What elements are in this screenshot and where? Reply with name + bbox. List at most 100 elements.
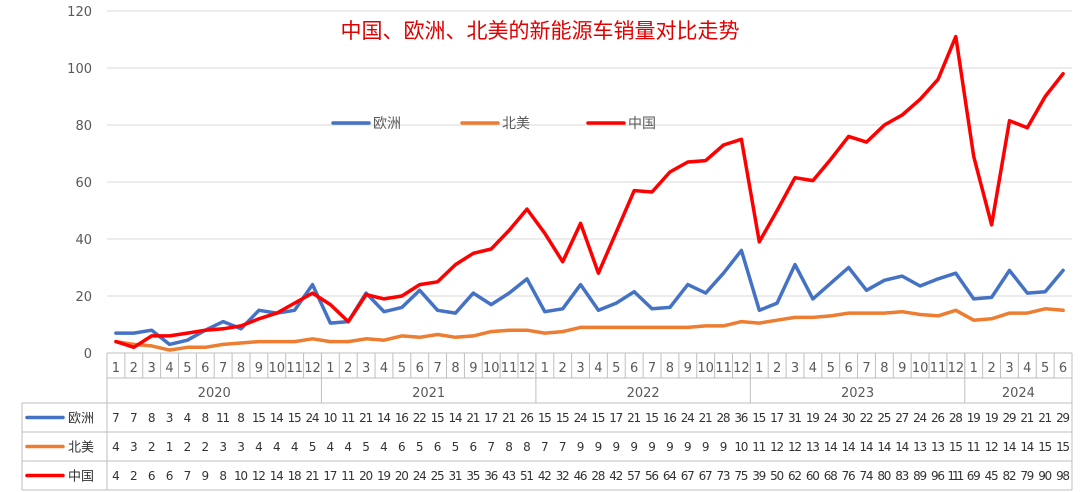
table-cell: 17 <box>323 469 337 483</box>
x-tick-label: 3 <box>148 361 156 376</box>
legend: 欧洲 北美 中国 <box>331 116 656 132</box>
table-cell: 15 <box>538 411 552 425</box>
table-cell: 29 <box>1056 411 1070 425</box>
x-tick-label: 9 <box>469 361 477 376</box>
table-cell: 14 <box>859 440 873 454</box>
table-cell: 21 <box>1020 411 1034 425</box>
x-tick-label: 3 <box>576 361 584 376</box>
table-cell: 32 <box>556 469 570 483</box>
table-cell: 9 <box>595 440 603 454</box>
table-cell: 98 <box>1056 469 1070 483</box>
x-tick-label: 2 <box>344 361 352 376</box>
x-tick-label: 6 <box>1059 361 1067 376</box>
y-axis: 0 20 40 60 80 100 120 <box>67 5 92 362</box>
x-tick-label: 3 <box>791 361 799 376</box>
table-cell: 83 <box>895 469 909 483</box>
table-cell: 13 <box>913 440 927 454</box>
table-cell: 11 <box>752 440 766 454</box>
table-cell: 22 <box>859 411 873 425</box>
table-cell: 9 <box>684 440 692 454</box>
table-cell: 2 <box>148 440 156 454</box>
table-cell: 21 <box>359 411 373 425</box>
table-cell: 26 <box>520 411 534 425</box>
x-tick-label: 6 <box>630 361 638 376</box>
table-cell: 15 <box>288 411 302 425</box>
table-cell: 73 <box>717 469 731 483</box>
table-cell: 67 <box>699 469 713 483</box>
x-tick-label: 4 <box>594 361 602 376</box>
table-cell: 43 <box>502 469 516 483</box>
table-cell: 14 <box>895 440 909 454</box>
table-cell: 4 <box>344 440 352 454</box>
table-cell: 28 <box>591 469 605 483</box>
table-cell: 13 <box>806 440 820 454</box>
table-cell: 4 <box>184 411 192 425</box>
table-cell: 64 <box>663 469 677 483</box>
table-cell: 3 <box>130 440 138 454</box>
table-cell: 26 <box>931 411 945 425</box>
x-tick-label: 6 <box>844 361 852 376</box>
table-cell: 28 <box>717 411 731 425</box>
table-cell: 69 <box>967 469 981 483</box>
table-cell: 9 <box>648 440 656 454</box>
table-cell: 10 <box>323 411 337 425</box>
table-cell: 79 <box>1020 469 1034 483</box>
table-series-name: 中国 <box>68 470 94 485</box>
x-tick-label: 7 <box>862 361 870 376</box>
table-cell: 20 <box>359 469 373 483</box>
table-cell: 13 <box>931 440 945 454</box>
table-cell: 21 <box>466 411 480 425</box>
x-tick-label: 7 <box>433 361 441 376</box>
table-cell: 2 <box>130 469 138 483</box>
table-cell: 6 <box>166 469 174 483</box>
x-tick-label: 7 <box>219 361 227 376</box>
series-line-北美 <box>114 307 1065 352</box>
table-cell: 25 <box>877 411 891 425</box>
table-cell: 14 <box>448 411 462 425</box>
table-cell: 16 <box>395 411 409 425</box>
table-cell: 14 <box>824 440 838 454</box>
x-tick-label: 2 <box>773 361 781 376</box>
x-tick-label: 2 <box>987 361 995 376</box>
x-tick-label: 8 <box>451 361 459 376</box>
table-cell: 8 <box>523 440 531 454</box>
table-cell: 27 <box>895 411 909 425</box>
table-cell: 9 <box>630 440 638 454</box>
table-cell: 5 <box>452 440 460 454</box>
table-cell: 24 <box>306 411 320 425</box>
table-cell: 9 <box>666 440 674 454</box>
x-tick-label: 9 <box>255 361 263 376</box>
x-tick-label: 12 <box>733 361 750 376</box>
table-cell: 14 <box>270 411 284 425</box>
year-label: 2021 <box>412 386 445 401</box>
table-cell: 7 <box>487 440 495 454</box>
table-cell: 51 <box>520 469 534 483</box>
y-tick-label: 120 <box>67 5 92 20</box>
table-cell: 11 <box>341 469 355 483</box>
table-cell: 19 <box>967 411 981 425</box>
series-line-中国 <box>114 34 1065 350</box>
table-cell: 21 <box>699 411 713 425</box>
table-cell: 57 <box>627 469 641 483</box>
x-tick-label: 4 <box>1023 361 1031 376</box>
table-cell: 21 <box>502 411 516 425</box>
x-tick-label: 8 <box>666 361 674 376</box>
table-cell: 17 <box>770 411 784 425</box>
table-cell: 3 <box>219 440 227 454</box>
table-cell: 9 <box>702 440 710 454</box>
table-series-name: 欧洲 <box>68 412 94 427</box>
table-cell: 9 <box>577 440 585 454</box>
table-cell: 6 <box>398 440 406 454</box>
table-cell: 10 <box>734 440 748 454</box>
table-cell: 30 <box>842 411 856 425</box>
table-cell: 4 <box>255 440 263 454</box>
x-tick-label: 5 <box>1041 361 1049 376</box>
chart-title: 中国、欧洲、北美的新能源车销量对比走势 <box>341 19 740 43</box>
data-table: 1 2 3 4 5 6 7 8 9 10 11 12 1 2 3 4 5 6 7 8 9 10 11 12 1 2 3 4 5 6 7 8 9 1… <box>21 353 1073 491</box>
table-cell: 11 <box>216 411 230 425</box>
x-tick-label: 5 <box>183 361 191 376</box>
table-cell: 5 <box>362 440 370 454</box>
series-lines <box>114 34 1065 352</box>
table-cell: 74 <box>859 469 873 483</box>
